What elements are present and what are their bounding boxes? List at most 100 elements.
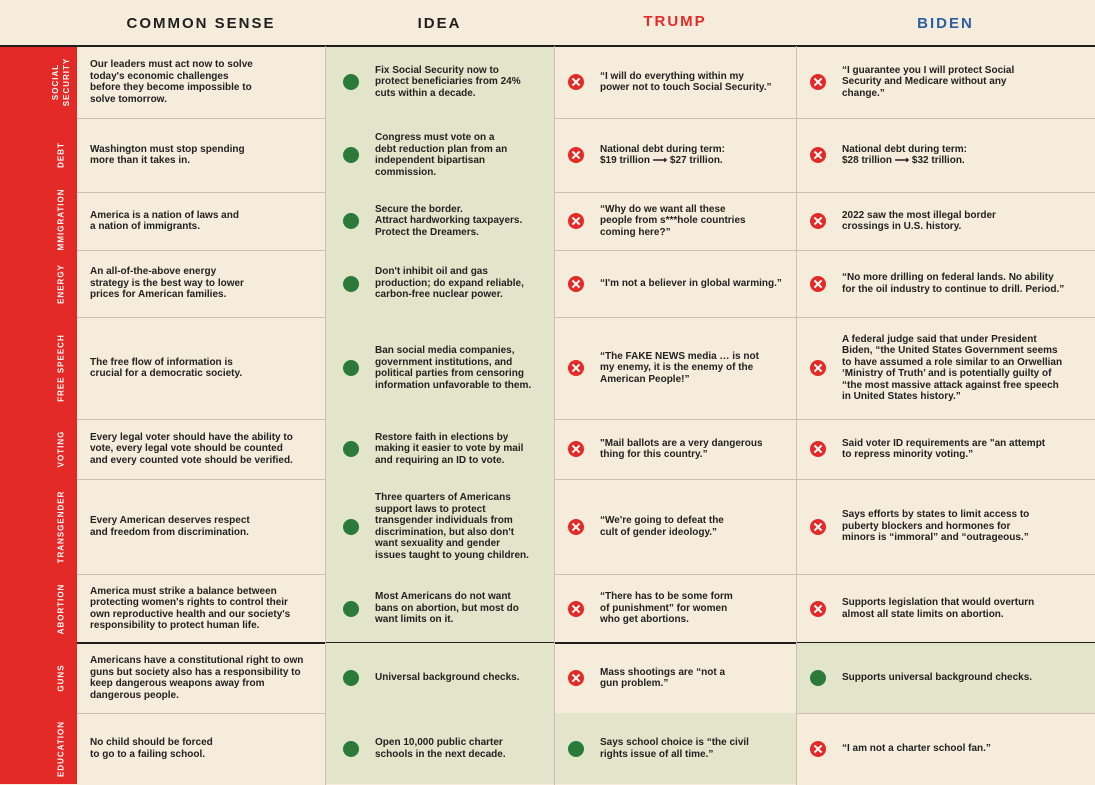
check-circle-icon xyxy=(343,275,359,292)
transgender-trump-text: “We're going to defeat the cult of gender… xyxy=(600,515,724,538)
topic-label-text: IMMIGRATION xyxy=(56,188,66,254)
energy-biden-cell: “No more drilling on federal lands. No a… xyxy=(796,250,1095,317)
debt-idea-text: Congress must vote on a debt reduction pl… xyxy=(375,132,508,178)
row-divider xyxy=(77,479,1095,480)
free-speech-trump-text: “The FAKE NEWS media … is not my enemy, i… xyxy=(600,350,759,385)
row-divider xyxy=(77,250,1095,251)
x-circle-icon xyxy=(568,670,584,686)
abortion-idea-cell: Most Americans do not want bans on aborti… xyxy=(325,574,554,643)
transgender-common-sense-cell: Every American deserves respect and freed… xyxy=(77,479,325,574)
education-common-sense-text: No child should be forced to go to a fail… xyxy=(90,737,213,760)
energy-common-sense-text: An all-of-the-above energy strategy is th… xyxy=(90,266,244,301)
energy-trump-cell: “I'm not a believer in global warming.” xyxy=(554,250,796,317)
education-trump-cell: Says school choice is “the civil rights i… xyxy=(554,713,796,784)
immigration-common-sense-text: America is a nation of laws and a nation … xyxy=(90,209,239,233)
debt-biden-cell: National debt during term: $28 trillion ⟶… xyxy=(796,118,1095,192)
transgender-common-sense-text: Every American deserves respect and freed… xyxy=(90,515,250,538)
header-idea: IDEA xyxy=(417,14,462,32)
check-circle-icon xyxy=(343,74,359,90)
debt-common-sense-cell: Washington must stop spending more than i… xyxy=(77,118,325,192)
education-idea-cell: Open 10,000 public charter schools in the… xyxy=(325,713,554,784)
x-circle-icon xyxy=(568,600,584,617)
transgender-trump-cell: “We're going to defeat the cult of gender… xyxy=(554,479,796,574)
debt-trump-cell: National debt during term: $19 trillion ⟶… xyxy=(554,118,796,192)
topic-label-voting: VOTING xyxy=(0,419,77,479)
free-speech-idea-cell: Ban social media companies, government in… xyxy=(325,317,554,419)
x-circle-icon xyxy=(810,275,826,292)
debt-common-sense-text: Washington must stop spending more than i… xyxy=(90,143,245,167)
guns-common-sense-cell: Americans have a constitutional right to… xyxy=(77,643,325,713)
x-circle-icon xyxy=(568,74,584,90)
voting-idea-cell: Restore faith in elections by making it e… xyxy=(325,419,554,479)
topic-label-text: VOTING xyxy=(56,430,66,468)
x-circle-icon xyxy=(568,518,584,535)
guns-biden-text: Supports universal background checks. xyxy=(842,672,1033,684)
row-divider xyxy=(77,192,1095,193)
x-circle-icon xyxy=(810,74,826,90)
free-speech-biden-text: A federal judge said that under Presiden… xyxy=(842,333,1063,403)
topic-label-transgender: TRANSGENDER xyxy=(0,479,77,574)
debt-trump-text: National debt during term: $19 trillion ⟶… xyxy=(600,143,725,167)
free-speech-idea-text: Ban social media companies, government in… xyxy=(375,345,532,391)
topic-label-free-speech: FREE SPEECH xyxy=(0,317,77,419)
check-circle-icon xyxy=(343,360,359,376)
x-circle-icon xyxy=(810,740,826,757)
abortion-biden-text: Supports legislation that would overturn… xyxy=(842,597,1035,620)
immigration-trump-cell: “Why do we want all these people from s**… xyxy=(554,192,796,250)
education-idea-text: Open 10,000 public charter schools in the… xyxy=(375,737,506,760)
social-security-common-sense-cell: Our leaders must act now to solve today's… xyxy=(77,46,325,118)
check-circle-icon xyxy=(343,670,359,686)
immigration-trump-text: “Why do we want all these people from s**… xyxy=(600,203,746,238)
column-divider xyxy=(325,46,326,785)
topic-label-text: GUNS xyxy=(56,664,66,692)
education-common-sense-cell: No child should be forced to go to a fail… xyxy=(77,713,325,784)
guns-trump-cell: Mass shootings are “not a gun problem.” xyxy=(554,643,796,713)
check-circle-icon xyxy=(568,740,584,757)
transgender-biden-cell: Says efforts by states to limit access t… xyxy=(796,479,1095,574)
voting-common-sense-cell: Every legal voter should have the abilit… xyxy=(77,419,325,479)
transgender-idea-cell: Three quarters of Americans support laws … xyxy=(325,479,554,574)
abortion-common-sense-text: America must strike a balance between pro… xyxy=(90,585,291,632)
x-circle-icon xyxy=(810,600,826,617)
guns-idea-cell: Universal background checks. xyxy=(325,643,554,713)
abortion-common-sense-cell: America must strike a balance between pro… xyxy=(77,574,325,643)
topic-label-text: EDUCATION xyxy=(56,720,66,777)
immigration-idea-text: Secure the border. Attract hardworking ta… xyxy=(375,203,523,238)
check-circle-icon xyxy=(810,670,826,686)
social-security-biden-text: “I guarantee you I will protect Social Se… xyxy=(842,64,1015,99)
x-circle-icon xyxy=(810,360,826,376)
social-security-common-sense-text: Our leaders must act now to solve today's… xyxy=(90,59,253,105)
social-security-trump-cell: “I will do everything within my power not… xyxy=(554,46,796,118)
row-divider xyxy=(77,317,1095,318)
row-divider xyxy=(77,118,1095,119)
topic-label-abortion: ABORTION xyxy=(0,574,77,643)
column-divider xyxy=(796,46,797,785)
debt-biden-text: National debt during term: $28 trillion ⟶… xyxy=(842,143,967,167)
abortion-trump-text: “There has to be some form of punishment”… xyxy=(600,591,733,626)
topic-label-immigration: IMMIGRATION xyxy=(0,188,77,254)
column-divider xyxy=(554,46,555,785)
guns-idea-text: Universal background checks. xyxy=(375,672,520,684)
check-circle-icon xyxy=(343,600,359,617)
social-security-trump-text: “I will do everything within my power not… xyxy=(600,70,772,94)
check-circle-icon xyxy=(343,518,359,535)
free-speech-common-sense-text: The free flow of information is crucial f… xyxy=(90,356,243,380)
immigration-common-sense-cell: America is a nation of laws and a nation … xyxy=(77,192,325,250)
x-circle-icon xyxy=(568,147,584,163)
topic-label-debt: DEBT xyxy=(0,118,77,192)
energy-idea-text: Don't inhibit oil and gas production; do … xyxy=(375,266,524,301)
energy-trump-text: “I'm not a believer in global warming.” xyxy=(600,277,782,289)
free-speech-biden-cell: A federal judge said that under Presiden… xyxy=(796,317,1095,419)
transgender-biden-text: Says efforts by states to limit access t… xyxy=(842,509,1030,544)
row-divider xyxy=(77,419,1095,420)
energy-common-sense-cell: An all-of-the-above energy strategy is th… xyxy=(77,250,325,317)
guns-trump-text: Mass shootings are “not a gun problem.” xyxy=(600,666,726,690)
guns-common-sense-text: Americans have a constitutional right to… xyxy=(90,655,304,701)
abortion-idea-text: Most Americans do not want bans on aborti… xyxy=(375,591,519,626)
topic-label-text: ENERGY xyxy=(56,263,66,304)
topic-label-education: EDUCATION xyxy=(0,713,77,784)
topic-label-text: SOCIAL SECURITY xyxy=(51,57,71,107)
energy-idea-cell: Don't inhibit oil and gas production; do … xyxy=(325,250,554,317)
check-circle-icon xyxy=(343,441,359,457)
x-circle-icon xyxy=(568,360,584,376)
